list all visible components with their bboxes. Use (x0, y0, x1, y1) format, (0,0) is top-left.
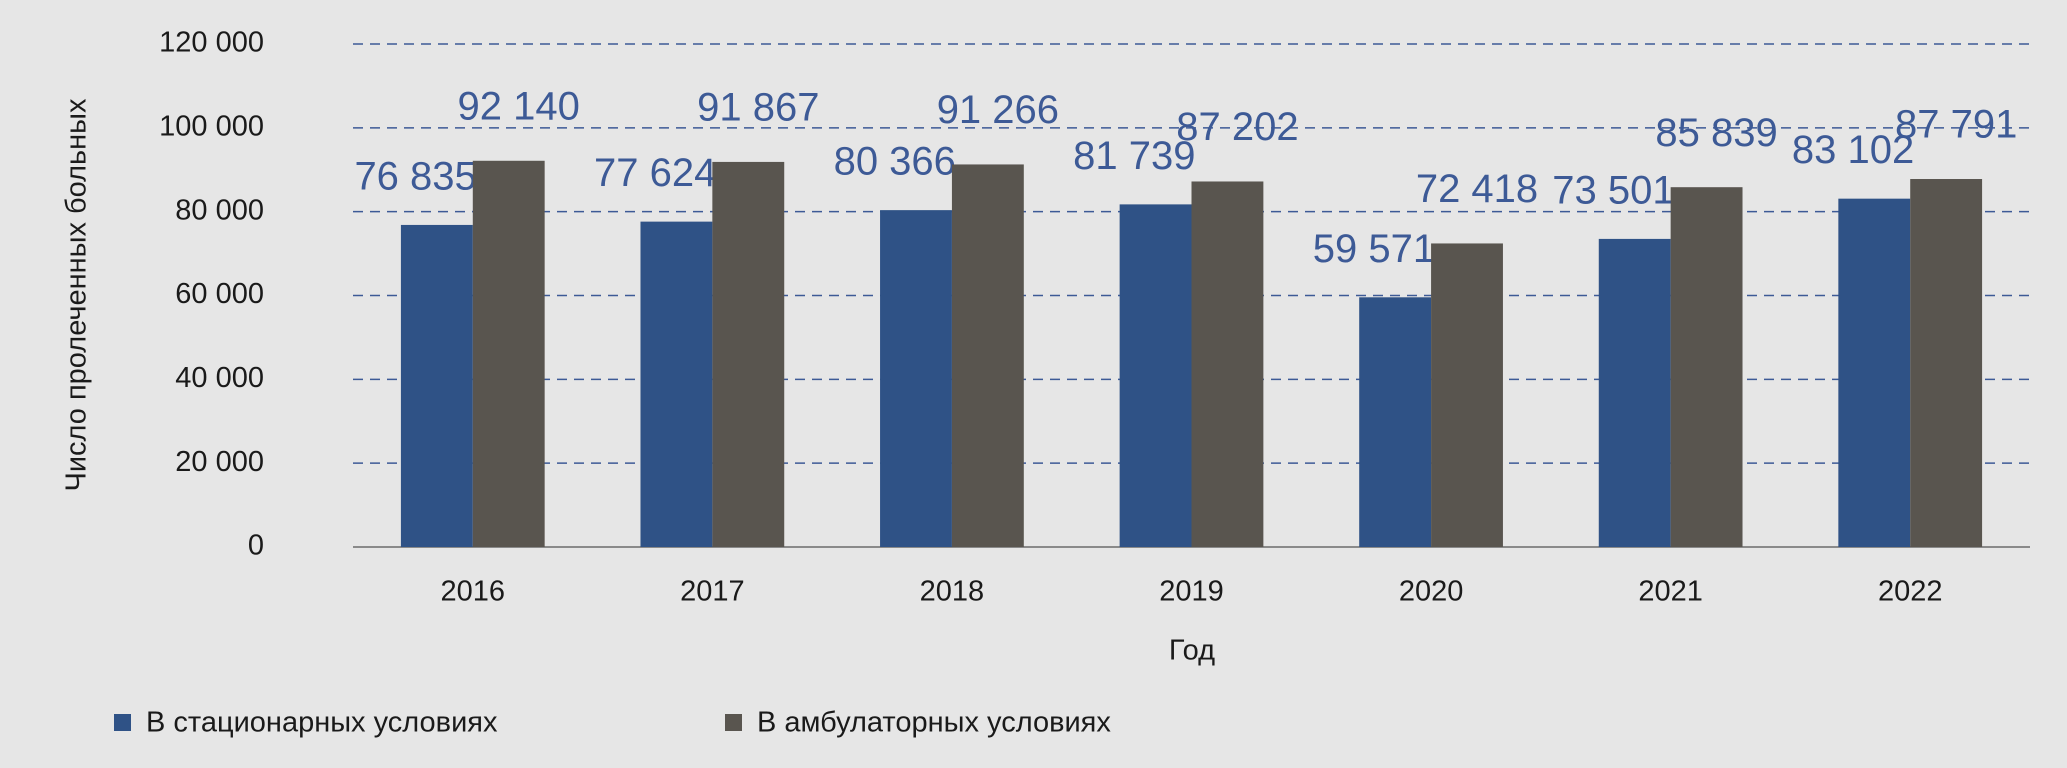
x-tick-label: 2019 (1159, 576, 1224, 608)
bar (880, 210, 952, 548)
y-tick-label: 120 000 (159, 27, 264, 59)
bar (1598, 238, 1671, 547)
bar (400, 224, 473, 547)
value-label: 87 202 (1176, 105, 1298, 149)
value-label: 73 501 (1552, 168, 1674, 212)
bar (1119, 204, 1192, 547)
legend-label: В амбулаторных условиях (757, 707, 1111, 739)
legend-swatch (725, 714, 742, 731)
value-label: 77 624 (594, 151, 716, 195)
value-label: 85 839 (1655, 111, 1777, 155)
y-tick-label: 100 000 (159, 110, 264, 142)
value-label: 59 571 (1313, 227, 1435, 271)
bar (1670, 187, 1743, 547)
value-label: 81 739 (1073, 134, 1195, 178)
bar (1359, 297, 1432, 547)
value-label: 83 102 (1792, 128, 1914, 172)
x-tick-label: 2021 (1638, 576, 1703, 608)
bar (712, 161, 785, 547)
y-tick-label: 40 000 (175, 362, 264, 394)
x-tick-label: 2018 (920, 576, 985, 608)
bar (640, 221, 713, 547)
bar (472, 160, 545, 547)
y-tick-label: 0 (248, 530, 264, 562)
value-label: 72 418 (1416, 167, 1538, 211)
y-tick-label: 80 000 (175, 194, 264, 226)
value-label: 92 140 (458, 84, 580, 128)
x-tick-label: 2020 (1399, 576, 1464, 608)
x-tick-label: 2016 (441, 576, 506, 608)
bar (1910, 179, 1983, 547)
y-tick-label: 60 000 (175, 278, 264, 310)
value-label: 80 366 (834, 140, 956, 184)
x-axis-title: Год (1169, 635, 1215, 667)
legend-swatch (114, 714, 131, 731)
bar (1838, 198, 1911, 547)
bar (1431, 243, 1503, 547)
y-tick-label: 20 000 (175, 446, 264, 478)
value-label: 87 791 (1895, 103, 2017, 147)
legend-label: В стационарных условиях (146, 707, 498, 739)
value-label: 91 867 (697, 85, 819, 129)
bar (1191, 181, 1264, 548)
x-tick-label: 2022 (1878, 576, 1943, 608)
y-axis-title: Число пролеченных больных (61, 98, 93, 492)
bar (951, 164, 1024, 547)
x-tick-label: 2017 (680, 576, 745, 608)
value-label: 91 266 (937, 88, 1059, 132)
value-label: 76 835 (354, 154, 476, 198)
